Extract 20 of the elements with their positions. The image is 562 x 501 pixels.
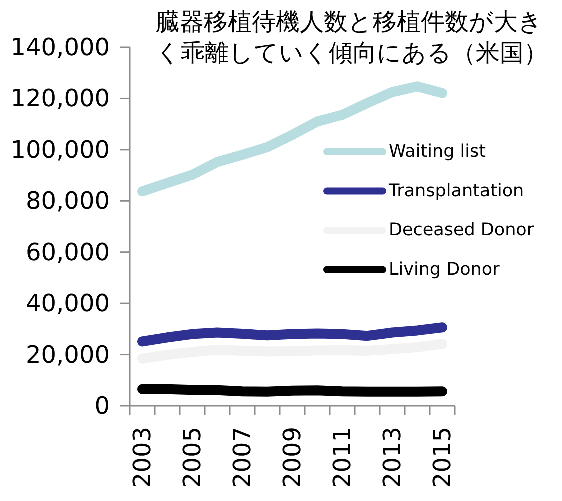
y-tick-label: 40,000: [26, 290, 110, 318]
y-tick-label: 120,000: [10, 84, 110, 113]
legend-label: Transplantation: [388, 181, 524, 202]
y-tick-label: 0: [94, 392, 110, 420]
legend-label: Deceased Donor: [389, 220, 535, 241]
y-tick-label: 100,000: [10, 136, 110, 164]
x-tick-label: 2005: [178, 427, 206, 488]
x-tick-label: 2015: [428, 427, 456, 488]
x-tick-label: 2007: [228, 427, 256, 488]
title: 臓器移植待機人数と移植件数が大きく乖離していく傾向にある（米国）: [156, 8, 548, 67]
legend-label: Living Donor: [389, 260, 501, 280]
x-tick-label: 2003: [128, 427, 156, 488]
y-tick-label: 20,000: [26, 340, 110, 369]
y-tick-label: 80,000: [26, 187, 110, 216]
x-tick-label: 2009: [278, 427, 306, 488]
y-tick-label: 140,000: [10, 34, 110, 62]
y-tick-label: 60,000: [26, 238, 110, 266]
x-tick-label: 2013: [378, 427, 406, 488]
legend-label: Waiting list: [389, 142, 486, 162]
x-tick-label: 2011: [328, 427, 356, 488]
